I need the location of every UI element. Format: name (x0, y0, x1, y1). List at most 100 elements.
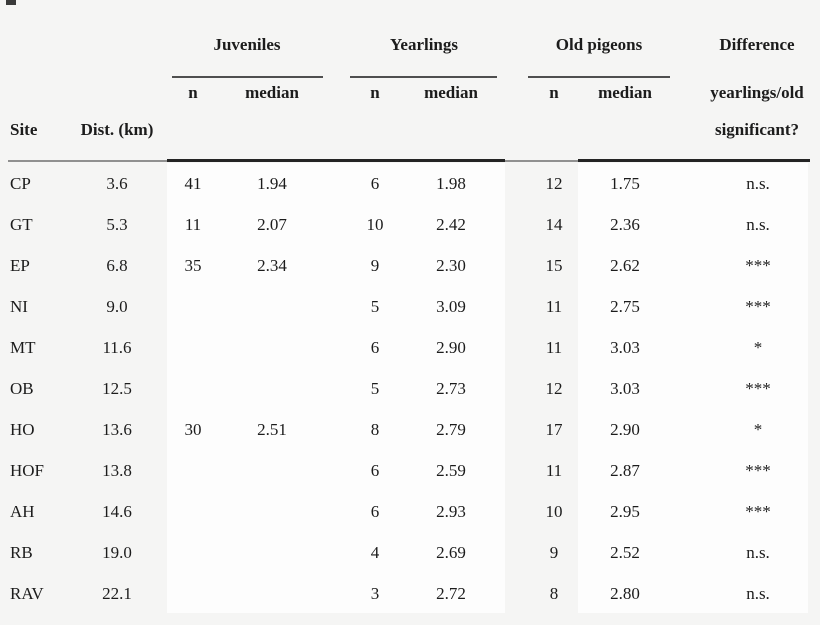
cell-dist: 19.0 (102, 543, 132, 562)
cell-dist: 11.6 (102, 338, 132, 357)
cell-dist: 14.6 (102, 502, 132, 521)
cell-juv_median: 2.07 (257, 215, 287, 234)
cell-site: OB (10, 379, 34, 398)
cell-juv_median (232, 327, 312, 368)
cell-juv_n: 41 (184, 174, 202, 193)
cell-juv_median (232, 573, 312, 614)
subheader-old-n: n (549, 83, 559, 102)
cell-significance: *** (745, 461, 771, 480)
cell-year_n: 6 (370, 338, 380, 357)
group-header-yearlings: Yearlings (390, 35, 458, 54)
cell-old_median: 1.75 (610, 174, 640, 193)
cell-juv_n (163, 573, 223, 614)
subheader-yearlings-n: n (370, 83, 380, 102)
cell-old_median: 2.95 (610, 502, 640, 521)
cell-site: RAV (10, 584, 44, 603)
cell-year_n: 4 (370, 543, 380, 562)
background-band-right (578, 163, 808, 613)
subheader-yearlings-median: median (424, 83, 478, 102)
cell-significance: *** (745, 256, 771, 275)
cell-year_median: 2.73 (436, 379, 466, 398)
cell-old_median: 2.62 (610, 256, 640, 275)
cell-significance: n.s. (746, 584, 770, 603)
cell-old_median: 3.03 (610, 379, 640, 398)
header-dist: Dist. (km) (80, 120, 154, 139)
cell-significance: n.s. (746, 215, 770, 234)
cell-juv_n: 11 (184, 215, 202, 234)
cell-site: GT (10, 215, 33, 234)
header-difference-line2: yearlings/old (710, 83, 804, 102)
cell-year_n: 8 (370, 420, 380, 439)
cell-old_median: 2.87 (610, 461, 640, 480)
cell-dist: 9.0 (106, 297, 128, 316)
cell-dist: 13.8 (102, 461, 132, 480)
cell-old_median: 2.75 (610, 297, 640, 316)
header-rule-segment-left (167, 159, 505, 162)
cell-significance: *** (745, 297, 771, 316)
cell-juv_median (232, 532, 312, 573)
table-row: RB 19.0 4 2.69 9 2.52 n.s. (0, 532, 820, 573)
cell-old_median: 2.90 (610, 420, 640, 439)
group-header-old-pigeons: Old pigeons (555, 35, 643, 54)
cell-old_n: 9 (549, 543, 559, 562)
table-row: RAV 22.1 3 2.72 8 2.80 n.s. (0, 573, 820, 614)
cell-significance: n.s. (746, 543, 770, 562)
table-row: MT 11.6 6 2.90 11 3.03 * (0, 327, 820, 368)
cell-significance: n.s. (746, 174, 770, 193)
cell-significance: *** (745, 502, 771, 521)
scan-artifact (6, 0, 16, 5)
cell-old_n: 12 (545, 174, 563, 193)
cell-site: AH (10, 502, 35, 521)
cell-old_n: 17 (545, 420, 563, 439)
cell-juv_n (163, 532, 223, 573)
cell-dist: 5.3 (106, 215, 128, 234)
cell-year_median: 1.98 (436, 174, 466, 193)
table-row: NI 9.0 5 3.09 11 2.75 *** (0, 286, 820, 327)
cell-site: CP (10, 174, 31, 193)
cell-year_median: 2.93 (436, 502, 466, 521)
underline-yearlings (350, 76, 497, 78)
cell-juv_n (163, 491, 223, 532)
cell-year_n: 9 (370, 256, 380, 275)
header-difference-line1: Difference (719, 35, 795, 54)
cell-old_n: 11 (545, 297, 563, 316)
cell-juv_n (163, 286, 223, 327)
cell-old_median: 2.52 (610, 543, 640, 562)
cell-juv_n (163, 327, 223, 368)
cell-juv_median: 2.51 (257, 420, 287, 439)
cell-year_n: 5 (370, 297, 380, 316)
cell-juv_n (163, 450, 223, 491)
cell-site: MT (10, 338, 36, 357)
cell-old_n: 12 (545, 379, 563, 398)
subheader-juveniles-median: median (245, 83, 299, 102)
cell-juv_n: 35 (184, 256, 202, 275)
cell-year_median: 2.79 (436, 420, 466, 439)
cell-site: HOF (10, 461, 45, 480)
cell-year_median: 2.90 (436, 338, 466, 357)
group-header-juveniles: Juveniles (213, 35, 281, 54)
cell-juv_n: 30 (184, 420, 202, 439)
background-band-left (167, 163, 505, 613)
table-row: CP 3.6 41 1.94 6 1.98 12 1.75 n.s. (0, 163, 820, 204)
cell-year_median: 3.09 (436, 297, 466, 316)
table-row: HO 13.6 30 2.51 8 2.79 17 2.90 * (0, 409, 820, 450)
header-difference-line3: significant? (714, 120, 800, 139)
table-row: AH 14.6 6 2.93 10 2.95 *** (0, 491, 820, 532)
cell-year_n: 6 (370, 461, 380, 480)
cell-juv_median (232, 491, 312, 532)
cell-site: HO (10, 420, 35, 439)
cell-dist: 3.6 (106, 174, 128, 193)
cell-site: RB (10, 543, 33, 562)
cell-year_n: 6 (370, 174, 380, 193)
cell-year_median: 2.69 (436, 543, 466, 562)
cell-significance: *** (745, 379, 771, 398)
cell-dist: 13.6 (102, 420, 132, 439)
table-row: EP 6.8 35 2.34 9 2.30 15 2.62 *** (0, 245, 820, 286)
cell-year_n: 5 (370, 379, 380, 398)
cell-year_median: 2.42 (436, 215, 466, 234)
subheader-juveniles-n: n (188, 83, 198, 102)
cell-dist: 12.5 (102, 379, 132, 398)
table-row: HOF 13.8 6 2.59 11 2.87 *** (0, 450, 820, 491)
cell-old_n: 11 (545, 461, 563, 480)
